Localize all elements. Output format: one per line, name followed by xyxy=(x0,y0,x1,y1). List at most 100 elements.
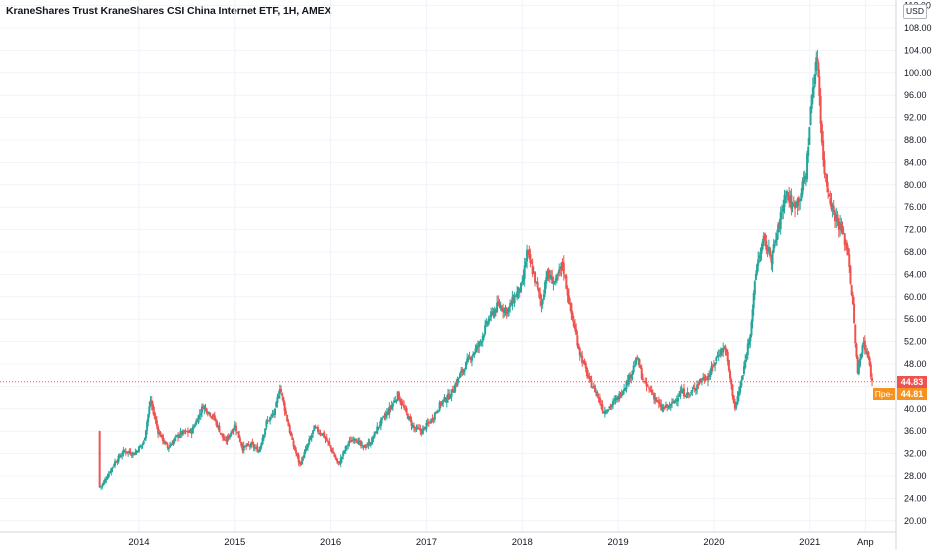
candle-body xyxy=(269,417,272,421)
candle-body xyxy=(286,414,289,422)
candle-body xyxy=(697,384,700,386)
candle-body xyxy=(727,360,730,371)
candle-body xyxy=(595,391,598,394)
candle-body xyxy=(704,378,707,381)
y-tick-label: 20.00 xyxy=(904,516,927,526)
candle-body xyxy=(682,388,685,397)
candle-body xyxy=(711,365,714,367)
candle-body xyxy=(206,413,209,415)
candle-body xyxy=(376,426,379,434)
candle-body xyxy=(560,262,563,270)
candle-body xyxy=(329,445,332,448)
candle-body xyxy=(610,404,613,408)
candle-body xyxy=(400,401,403,406)
candle-body xyxy=(183,430,186,433)
candle-body xyxy=(842,232,845,234)
candle-body xyxy=(761,241,764,250)
candle-body xyxy=(500,307,503,311)
candle-body xyxy=(663,407,666,409)
candle-body xyxy=(334,456,337,460)
candle-body xyxy=(850,285,853,296)
candle-body xyxy=(810,95,813,110)
candle-body xyxy=(623,389,626,391)
candle-body xyxy=(218,425,221,433)
candle-body xyxy=(717,355,720,357)
candle-body xyxy=(233,424,236,430)
candle-body xyxy=(742,366,745,374)
candle-body xyxy=(777,224,780,233)
candle-body xyxy=(739,386,742,393)
candle-body xyxy=(860,353,863,359)
candle-body xyxy=(855,344,858,357)
x-tick-label: Апр xyxy=(857,537,874,548)
candle-body xyxy=(655,397,658,402)
candle-body xyxy=(579,355,582,357)
candle-body xyxy=(869,364,872,377)
candle-body xyxy=(565,275,568,289)
candle-body xyxy=(424,427,427,430)
candle-body xyxy=(554,277,557,283)
candle-body xyxy=(502,308,505,312)
candle-body xyxy=(439,402,442,405)
y-tick-label: 56.00 xyxy=(904,314,927,324)
candle-body xyxy=(157,426,160,434)
candle-body xyxy=(466,358,469,363)
candle-body xyxy=(499,306,502,309)
candle-body xyxy=(783,195,786,208)
candle-body xyxy=(185,431,188,433)
x-tick-label: 2020 xyxy=(703,537,724,548)
y-tick-label: 100.00 xyxy=(904,68,932,78)
candle-body xyxy=(700,380,703,382)
x-tick-label: 2017 xyxy=(416,537,437,548)
candle-body xyxy=(192,426,195,428)
candle-body xyxy=(383,416,386,418)
candle-body xyxy=(227,435,230,438)
candle-body xyxy=(511,296,514,307)
candle-body xyxy=(377,426,380,428)
candle-body xyxy=(496,302,499,313)
currency-selector[interactable]: USD xyxy=(903,4,927,19)
y-tick-label: 52.00 xyxy=(904,337,927,347)
x-tick-label: 2021 xyxy=(799,537,820,548)
candle-body xyxy=(505,307,508,315)
candle-body xyxy=(105,479,108,481)
candle-body xyxy=(787,192,790,197)
candle-body xyxy=(250,442,253,448)
y-tick-label: 32.00 xyxy=(904,449,927,459)
candle-body xyxy=(189,429,192,433)
candle-body xyxy=(297,455,300,463)
candle-body xyxy=(416,427,419,429)
candle-body xyxy=(836,214,839,222)
candle-body xyxy=(601,404,604,411)
candle-body xyxy=(235,425,238,432)
candle-body xyxy=(721,348,724,353)
candle-body xyxy=(247,444,250,446)
candle-body xyxy=(756,264,759,274)
candle-body xyxy=(385,411,388,416)
y-tick-label: 68.00 xyxy=(904,247,927,257)
candle-body xyxy=(177,434,180,438)
candle-body xyxy=(155,420,158,427)
candle-body xyxy=(408,416,411,420)
candle-body xyxy=(306,443,309,448)
y-tick-label: 76.00 xyxy=(904,202,927,212)
candle-body xyxy=(782,205,785,212)
candle-body xyxy=(767,246,770,253)
candle-body xyxy=(123,450,126,452)
candle-body xyxy=(680,389,683,393)
candle-body xyxy=(304,448,307,453)
candle-body xyxy=(472,353,475,357)
candle-body xyxy=(178,435,181,438)
candle-body xyxy=(248,445,251,447)
candle-body xyxy=(272,413,275,415)
candle-body xyxy=(672,401,675,403)
candle-body xyxy=(692,387,695,390)
candle-body xyxy=(445,399,448,403)
candle-body xyxy=(447,393,449,400)
candle-body xyxy=(225,440,228,442)
candle-body xyxy=(388,406,391,415)
candle-body xyxy=(146,421,149,431)
candle-body xyxy=(603,410,606,415)
candle-body xyxy=(191,426,194,434)
